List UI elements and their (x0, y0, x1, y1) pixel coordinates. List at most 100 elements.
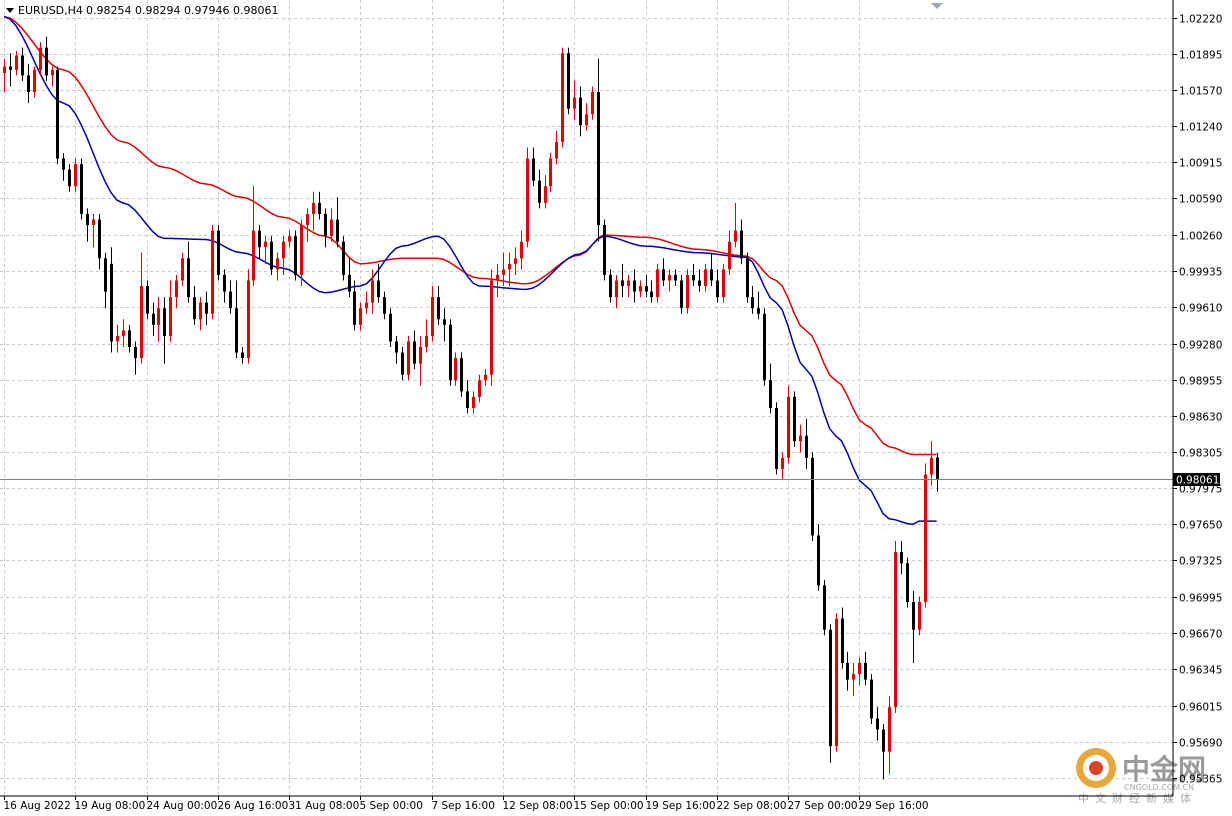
price-tick-label: 1.01240 (1179, 122, 1222, 134)
candle-body (342, 241, 345, 275)
candle (490, 269, 493, 386)
candle-body (389, 313, 392, 342)
candle (579, 86, 582, 137)
candle (751, 286, 754, 314)
candle-body (757, 308, 760, 314)
candle (769, 363, 772, 414)
candle-body (51, 69, 54, 76)
candle-body (152, 313, 155, 325)
candle (645, 274, 648, 298)
time-tick-label: 7 Sep 16:00 (432, 800, 495, 812)
candle-body (27, 75, 30, 93)
candle (775, 402, 778, 475)
candle-body (549, 158, 552, 187)
candle-body (21, 55, 24, 76)
candle-body (122, 330, 125, 336)
candle (514, 247, 517, 275)
candle (146, 280, 149, 320)
candle-body (104, 258, 107, 292)
candle-body (864, 662, 867, 680)
candle-body (841, 618, 844, 663)
candle (33, 66, 36, 98)
candle-body (348, 274, 351, 292)
time-tick-label: 15 Sep 00:00 (574, 800, 644, 812)
price-tick-label: 0.96995 (1179, 593, 1222, 605)
candle-body (318, 202, 321, 214)
candle (680, 274, 683, 314)
candle (882, 723, 885, 780)
candle (722, 263, 725, 303)
candle (359, 302, 362, 331)
candle-body (80, 164, 83, 214)
candle-body (710, 269, 713, 281)
candle (383, 291, 386, 320)
candle-body (496, 274, 499, 281)
candle-body (163, 308, 166, 336)
candle (888, 696, 891, 774)
watermark-tagline: 中文财经新媒体 (1078, 791, 1197, 805)
candle-body (146, 286, 149, 314)
candle-body (419, 347, 422, 364)
candle-body (217, 230, 220, 275)
candle (187, 241, 190, 303)
candle (306, 208, 309, 242)
candle-body (270, 241, 273, 270)
candle (152, 302, 155, 336)
price-axis: 1.02220 1.01895 1.01570 1.01240 1.00915 1.005… (1173, 14, 1222, 786)
candle (650, 280, 653, 303)
candle-body (805, 435, 808, 458)
price-tick-label: 0.99610 (1179, 303, 1222, 315)
candle-body (56, 69, 59, 159)
time-tick-label: 31 Aug 08:00 (289, 800, 360, 812)
chart-grid (0, 0, 1173, 796)
candle-body (62, 158, 65, 170)
candle (377, 263, 380, 303)
candle (930, 441, 933, 486)
price-tick-label: 0.96345 (1179, 665, 1222, 677)
candle (128, 324, 131, 353)
candle (728, 230, 731, 275)
candle-body (336, 219, 339, 242)
candle-body (98, 219, 101, 259)
candle-body (888, 707, 891, 752)
candle (740, 219, 743, 264)
scroll-marker-icon[interactable] (931, 3, 943, 9)
candle (264, 236, 267, 264)
candle (817, 524, 820, 591)
dropdown-triangle-icon[interactable] (6, 8, 14, 13)
candle-body (763, 313, 766, 381)
candle-body (431, 297, 434, 336)
candle (104, 252, 107, 309)
candle-body (199, 302, 202, 320)
candle-body (312, 202, 315, 214)
candle (116, 324, 119, 353)
candle-body (395, 341, 398, 353)
candle (134, 341, 137, 375)
candle-body (377, 280, 380, 298)
candle (389, 308, 392, 348)
candle (431, 286, 434, 342)
candle-body (835, 618, 838, 747)
price-tick-label: 0.95690 (1179, 738, 1222, 750)
candle (662, 258, 665, 287)
candle (841, 607, 844, 669)
candle (460, 352, 463, 397)
candle (561, 47, 564, 148)
candle-body (900, 552, 903, 564)
candle-body (823, 585, 826, 630)
candle (668, 269, 671, 292)
candle (805, 419, 808, 469)
candles (3, 36, 939, 780)
current-price-label: 0.98061 (1176, 475, 1219, 487)
candle (454, 352, 457, 386)
candle (45, 36, 48, 81)
ma-slow-line (3, 15, 937, 456)
candle-body (288, 236, 291, 242)
candle (781, 452, 784, 481)
candle-body (110, 263, 113, 342)
candle (876, 707, 879, 741)
candle (371, 269, 374, 314)
candle (716, 269, 719, 303)
candle-body (520, 241, 523, 259)
